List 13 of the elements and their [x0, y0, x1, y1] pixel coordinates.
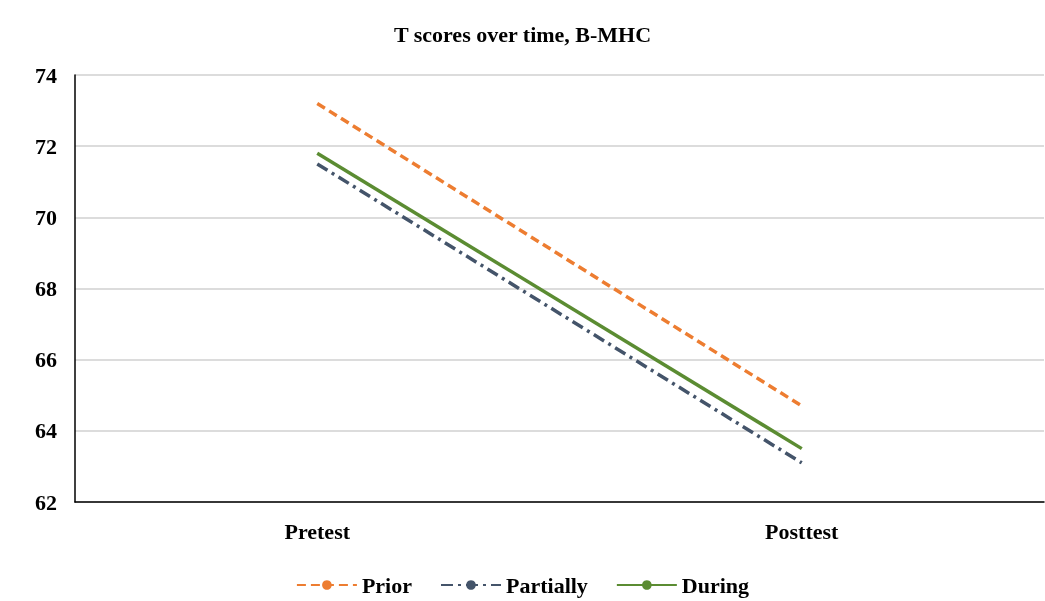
x-tick-label: Posttest: [765, 518, 840, 544]
y-tick-label: 72: [35, 133, 57, 159]
y-tick-label: 68: [35, 276, 57, 301]
legend-label: During: [681, 572, 750, 598]
chart-title: T scores over time, B-MHC: [393, 21, 652, 47]
y-tick-label: 74: [35, 62, 57, 88]
y-tick-label: 70: [35, 204, 57, 230]
y-tick-label: 66: [35, 347, 57, 373]
y-tick-label: 62: [35, 489, 57, 515]
legend-label: Partially: [505, 572, 588, 598]
y-tick-label: 64: [35, 418, 57, 444]
legend-label: Prior: [361, 572, 413, 598]
x-tick-label: Pretest: [284, 518, 351, 544]
